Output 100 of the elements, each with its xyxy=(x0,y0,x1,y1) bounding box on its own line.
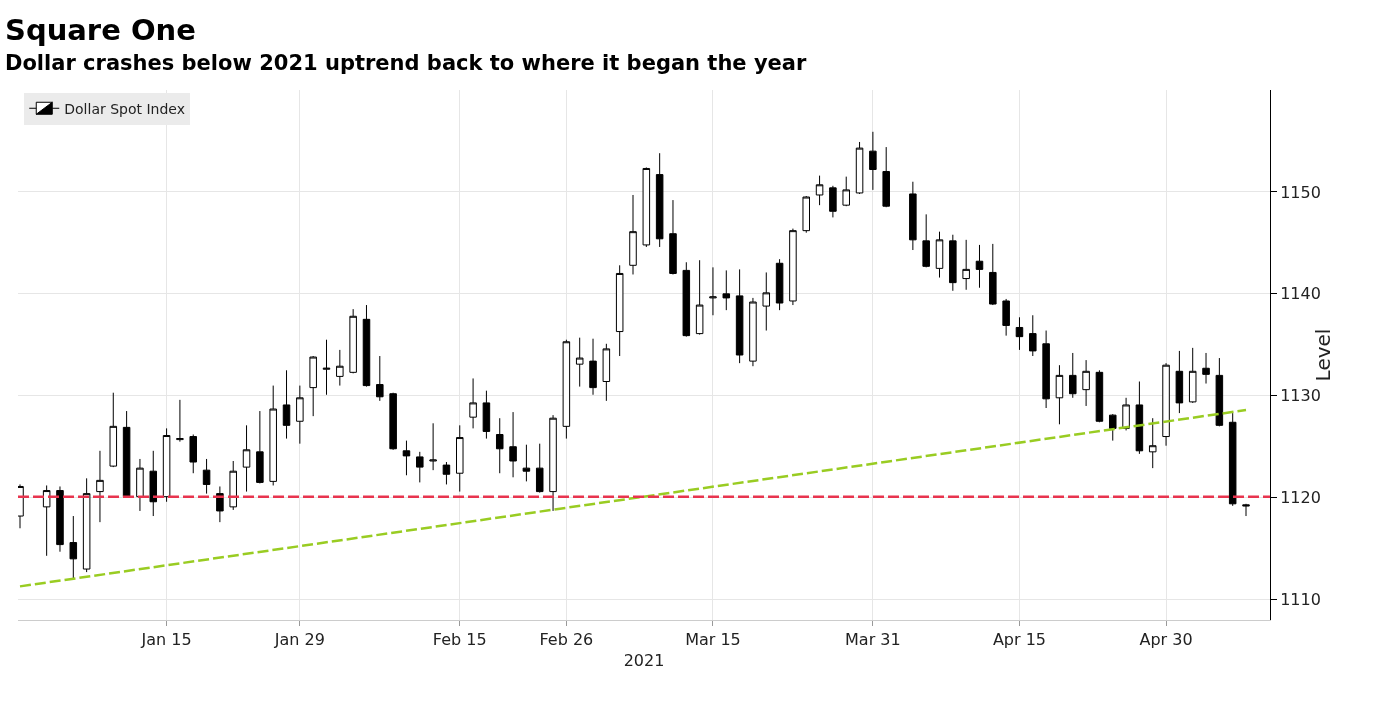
candlestick xyxy=(429,422,437,471)
candlestick xyxy=(202,458,211,495)
candlestick xyxy=(18,483,24,529)
candlestick xyxy=(42,484,51,557)
candlestick xyxy=(869,131,877,191)
legend-label: Dollar Spot Index xyxy=(64,100,185,117)
x-axis-title: 2021 xyxy=(623,650,665,670)
candlestick xyxy=(1055,364,1064,425)
candlestick xyxy=(1002,298,1010,337)
candlestick xyxy=(495,417,504,474)
candlestick xyxy=(749,297,757,367)
candlestick xyxy=(1242,503,1250,517)
candlestick xyxy=(416,451,424,483)
candlestick xyxy=(695,259,704,336)
candlestick xyxy=(535,443,544,494)
candlestick xyxy=(282,369,291,440)
candlestick xyxy=(109,392,118,468)
candlestick xyxy=(1202,352,1210,385)
candlestick xyxy=(575,337,584,388)
candlestick xyxy=(602,343,611,402)
candlestick xyxy=(789,228,797,306)
candlestick xyxy=(709,266,717,316)
x-tick-label: Jan 29 xyxy=(273,630,325,650)
x-tick-label: Jan 15 xyxy=(140,630,192,650)
x-tick-label: Mar 31 xyxy=(845,630,901,650)
candlestick xyxy=(522,444,531,482)
y-tick-label: 1150 xyxy=(1280,182,1321,202)
candlestick xyxy=(1148,417,1157,469)
candlestick xyxy=(1042,330,1050,409)
candlestick xyxy=(362,304,371,388)
candlestick xyxy=(96,450,104,523)
candlestick xyxy=(615,264,624,357)
candlestick xyxy=(269,385,277,486)
candlestick xyxy=(482,390,491,440)
candlestick xyxy=(735,268,744,364)
candlestick xyxy=(509,411,517,478)
candlestick xyxy=(1029,314,1037,357)
candlestick xyxy=(136,458,144,512)
candlestick xyxy=(442,461,451,485)
candlestick xyxy=(149,450,158,517)
candlestick xyxy=(1175,350,1184,414)
candlestick xyxy=(1122,397,1130,431)
candlestick xyxy=(176,399,184,443)
candlestick xyxy=(949,234,957,292)
x-tick-label: Feb 15 xyxy=(432,630,487,650)
y-axis-title: Level xyxy=(1311,328,1335,382)
x-tick-label: Mar 15 xyxy=(685,630,741,650)
candlestick xyxy=(349,308,357,374)
candlestick xyxy=(589,338,597,396)
candlestick xyxy=(1188,347,1197,404)
candlestick xyxy=(829,185,837,218)
candlestick xyxy=(376,355,384,402)
x-tick-label: Apr 15 xyxy=(992,630,1047,650)
candlestick xyxy=(242,424,251,493)
candlestick xyxy=(469,377,477,429)
candlestick xyxy=(256,410,264,484)
candlestick xyxy=(922,213,930,268)
x-tick-label: Feb 26 xyxy=(539,630,594,650)
candlestick xyxy=(842,176,850,207)
chart-title: Square One xyxy=(5,13,196,47)
candlestick xyxy=(402,440,411,476)
candlestick xyxy=(1215,357,1224,427)
candlestick xyxy=(989,243,997,306)
candlestick xyxy=(682,261,691,338)
candlestick xyxy=(855,141,864,195)
candlestick xyxy=(1095,369,1104,423)
y-tick-label: 1110 xyxy=(1280,590,1321,610)
candlestick xyxy=(189,434,197,474)
candlestick xyxy=(975,244,984,289)
chart-subtitle: Dollar crashes below 2021 uptrend back to where it began the year xyxy=(5,51,807,75)
candlestick xyxy=(1162,362,1170,447)
candlestick xyxy=(1069,352,1077,399)
candlestick xyxy=(296,385,304,445)
candlestick xyxy=(562,339,571,440)
candlestick xyxy=(655,152,664,248)
candlestick xyxy=(962,239,970,291)
candlestick xyxy=(229,460,237,511)
candlestick xyxy=(762,271,771,332)
candlestick xyxy=(456,424,464,493)
candlestick xyxy=(882,146,890,208)
candlestick xyxy=(322,339,331,396)
candlestick xyxy=(935,231,944,279)
y-tick-label: 1130 xyxy=(1280,386,1321,406)
candlestick xyxy=(909,181,917,251)
candlestick xyxy=(669,199,677,275)
candlestick xyxy=(69,515,78,580)
candlestick xyxy=(162,427,171,503)
x-tick-label: Apr 30 xyxy=(1139,630,1193,650)
candlestick xyxy=(309,355,317,417)
y-tick-label: 1140 xyxy=(1280,284,1321,304)
candlestick xyxy=(642,166,651,248)
candlestick xyxy=(722,269,731,311)
candlestick xyxy=(1015,316,1024,351)
candlestick xyxy=(1108,413,1117,442)
candlestick xyxy=(1082,359,1090,407)
candlestick xyxy=(815,175,824,206)
candlestick xyxy=(549,414,557,512)
candlestick xyxy=(1135,381,1144,455)
candlestick xyxy=(802,195,811,234)
candlestick xyxy=(1228,412,1237,507)
